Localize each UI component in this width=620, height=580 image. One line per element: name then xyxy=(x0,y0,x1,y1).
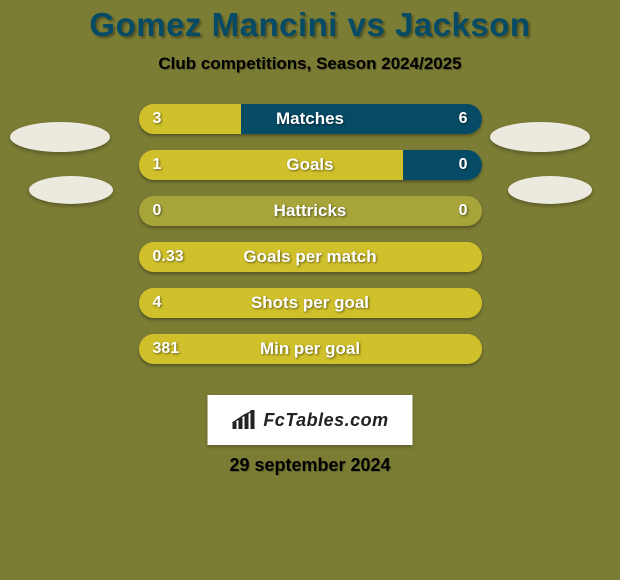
stat-rows: 36Matches 10Goals 0 0Hattricks 0.33Goals per… xyxy=(139,104,482,364)
decorative-ellipse xyxy=(508,176,592,204)
bar-right xyxy=(403,150,482,180)
decorative-ellipse xyxy=(10,122,110,152)
bar-left xyxy=(139,242,482,272)
bar-left xyxy=(139,150,403,180)
stat-row: 10Goals xyxy=(139,150,482,180)
stat-row: 4Shots per goal xyxy=(139,288,482,318)
stat-row: 381Min per goal xyxy=(139,334,482,364)
bar-left xyxy=(139,104,242,134)
subtitle: Club competitions, Season 2024/2025 xyxy=(0,54,620,74)
brand-chart-icon xyxy=(231,410,257,430)
value-right: 0 xyxy=(459,196,468,226)
date-text: 29 september 2024 xyxy=(0,455,620,476)
decorative-ellipse xyxy=(29,176,113,204)
stat-row: 0 0Hattricks xyxy=(139,196,482,226)
bar-right xyxy=(241,104,481,134)
stat-row: 36Matches xyxy=(139,104,482,134)
comparison-infographic: Gomez Mancini vs Jackson Club competitio… xyxy=(0,0,620,580)
stat-label: Hattricks xyxy=(139,196,482,226)
bar-left xyxy=(139,334,482,364)
brand-badge: FcTables.com xyxy=(208,395,413,445)
value-left: 0 xyxy=(153,196,162,226)
stat-row: 0.33Goals per match xyxy=(139,242,482,272)
brand-text: FcTables.com xyxy=(263,410,388,431)
page-title: Gomez Mancini vs Jackson xyxy=(0,0,620,44)
decorative-ellipse xyxy=(490,122,590,152)
bar-left xyxy=(139,288,482,318)
